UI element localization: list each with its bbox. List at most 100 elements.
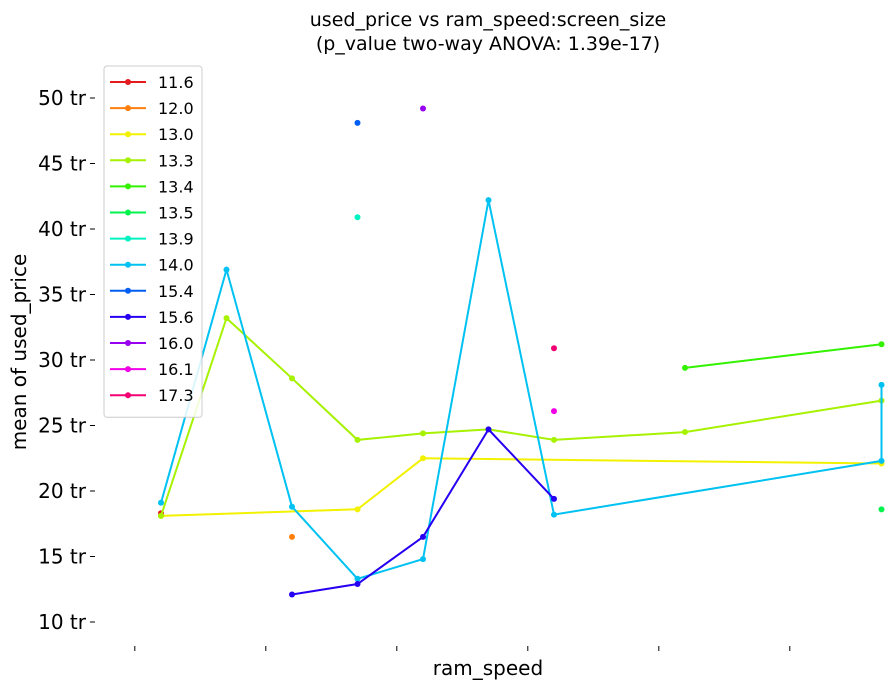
- data-point: [420, 105, 426, 112]
- legend-item: 12.0: [110, 99, 194, 118]
- data-point: [158, 499, 164, 506]
- legend-label: 14.0: [158, 256, 194, 275]
- legend-item: 13.4: [110, 177, 194, 196]
- legend-swatch-marker: [125, 131, 131, 138]
- legend-item: 13.5: [110, 204, 194, 223]
- series-line: [160, 457, 882, 517]
- legend-item: 13.0: [110, 125, 194, 144]
- legend-label: 11.6: [158, 73, 194, 92]
- data-point: [158, 512, 164, 519]
- legend-label: 13.5: [158, 204, 194, 223]
- legend-label: 16.0: [158, 334, 194, 353]
- legend-box: [103, 65, 203, 418]
- y-axis-label: mean of used_price: [7, 254, 31, 451]
- y-tick-label: 40 tr: [38, 217, 87, 241]
- legend-label: 15.4: [158, 282, 194, 301]
- legend-swatch-marker: [125, 366, 131, 373]
- legend-item: 15.4: [110, 282, 194, 301]
- data-point: [551, 408, 557, 415]
- series-14-0: [158, 197, 885, 582]
- data-point: [551, 495, 557, 502]
- series-line: [160, 199, 883, 580]
- y-tick-label: 30 tr: [38, 348, 87, 372]
- data-point: [289, 533, 295, 540]
- y-tick-label: 20 tr: [38, 479, 87, 503]
- chart-title-line2: (p_value two-way ANOVA: 1.39e-17): [316, 33, 660, 55]
- data-point: [551, 436, 557, 443]
- legend-label: 16.1: [158, 360, 194, 379]
- legend-item: 15.6: [110, 308, 194, 327]
- data-point: [420, 430, 426, 437]
- data-point: [354, 581, 361, 588]
- legend-swatch-marker: [125, 340, 131, 346]
- data-point: [223, 315, 230, 322]
- data-point: [354, 506, 361, 513]
- legend-item: 17.3: [110, 386, 194, 405]
- legend-label: 12.0: [158, 99, 194, 118]
- legend-item: 13.9: [110, 230, 194, 249]
- data-point: [420, 455, 426, 462]
- series-line: [684, 343, 882, 369]
- data-point: [289, 375, 295, 382]
- legend-swatch-marker: [125, 392, 131, 399]
- legend-swatch-marker: [125, 157, 131, 164]
- legend-item: 14.0: [110, 256, 194, 275]
- data-point: [878, 457, 885, 464]
- legend-label: 17.3: [158, 386, 194, 405]
- legend-item: 16.0: [110, 334, 194, 353]
- y-tick-label: 35 tr: [38, 283, 87, 307]
- y-tick-label: 50 tr: [38, 86, 87, 110]
- data-point: [551, 511, 557, 518]
- data-point: [485, 197, 492, 204]
- data-point: [420, 556, 426, 563]
- legend-label: 13.0: [158, 125, 194, 144]
- legend-label: 15.6: [158, 308, 194, 327]
- data-point: [682, 429, 688, 436]
- y-tick-label: 15 tr: [38, 545, 87, 569]
- legend-swatch-marker: [125, 105, 131, 112]
- legend-swatch-marker: [125, 79, 131, 85]
- legend-label: 13.3: [158, 151, 194, 170]
- legend-swatch-marker: [125, 209, 131, 216]
- series-16-1: [551, 408, 557, 415]
- y-tick-label: 45 tr: [38, 152, 87, 176]
- legend-item: 16.1: [110, 360, 194, 379]
- data-point: [878, 341, 885, 348]
- legend-item: 11.6: [110, 73, 194, 92]
- data-point: [485, 426, 492, 433]
- data-point: [354, 119, 361, 126]
- data-point: [354, 214, 361, 221]
- series-17-3: [551, 345, 557, 352]
- legend: 11.6 12.0 13.0 13.3 13.4 13.5 13.9 14.0 15.4 15.6…: [103, 65, 203, 418]
- legend-swatch-marker: [125, 183, 131, 190]
- y-axis: 10 tr 15 tr 20 tr 25 tr 30 tr 35 tr 40 tr 45 tr…: [38, 86, 95, 634]
- data-point: [289, 503, 295, 510]
- data-point: [223, 266, 230, 273]
- plot-area: [158, 105, 885, 598]
- series-15-6: [289, 426, 557, 598]
- data-point: [420, 533, 426, 540]
- legend-item: 13.3: [110, 151, 194, 170]
- x-axis: [134, 646, 791, 651]
- series-line: [291, 427, 555, 596]
- legend-swatch-marker: [125, 235, 131, 242]
- data-point: [551, 345, 557, 352]
- data-point: [354, 575, 361, 582]
- y-tick-label: 25 tr: [38, 414, 87, 438]
- chart-title-line1: used_price vs ram_speed:screen_size: [310, 9, 666, 31]
- x-axis-label: ram_speed: [433, 656, 543, 680]
- series-13-5: [878, 506, 885, 513]
- legend-swatch-marker: [125, 287, 131, 294]
- data-point: [878, 381, 885, 388]
- data-point: [878, 506, 885, 513]
- series-12-0: [289, 533, 295, 540]
- data-point: [682, 364, 688, 371]
- legend-label: 13.9: [158, 230, 194, 249]
- series-line: [160, 316, 882, 517]
- data-point: [354, 436, 361, 443]
- series-13-4: [682, 341, 885, 371]
- legend-swatch-marker: [125, 313, 131, 320]
- y-tick-label: 10 tr: [38, 610, 87, 634]
- series-13-9: [354, 214, 361, 221]
